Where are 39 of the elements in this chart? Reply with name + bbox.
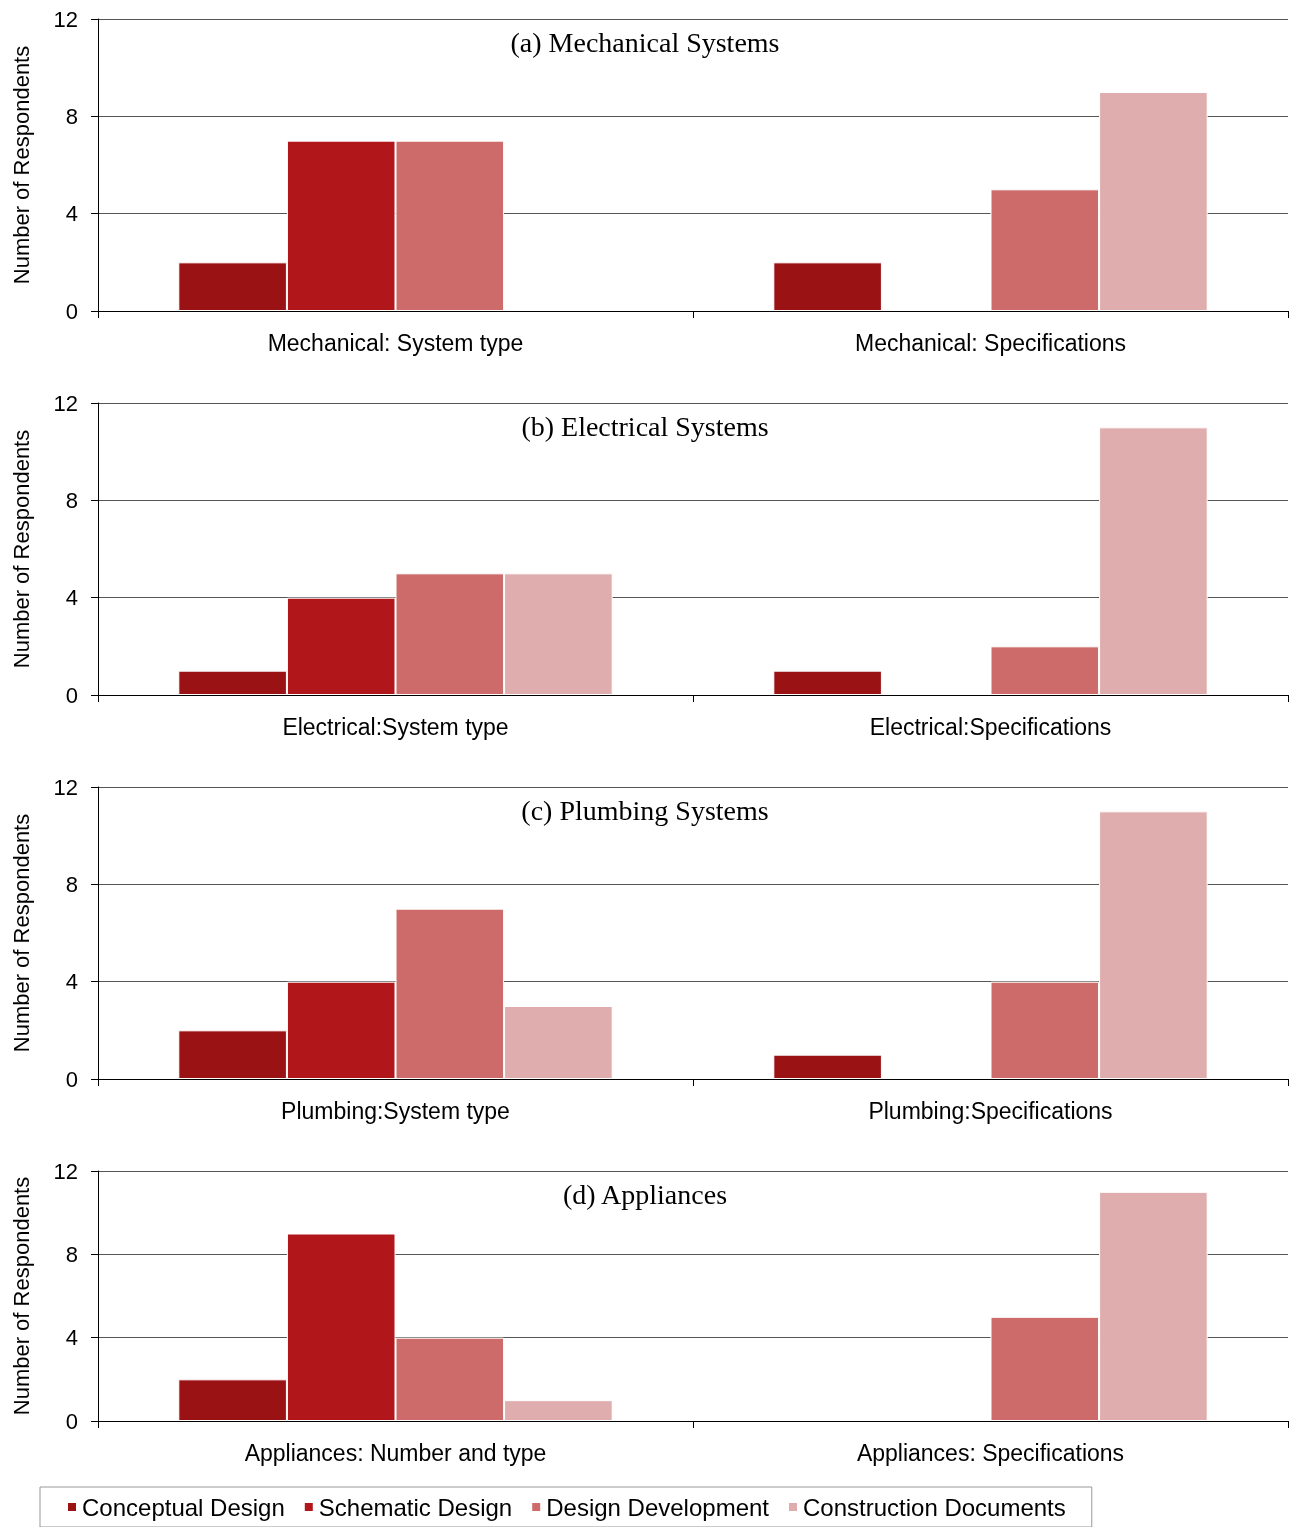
y-tick-label: 12 xyxy=(53,390,78,416)
y-tick-label: 0 xyxy=(65,682,78,708)
chart-title: (d) Appliances xyxy=(562,1178,728,1210)
y-tick-label: 8 xyxy=(65,487,78,513)
x-tick-label: Plumbing:Specifications xyxy=(868,1097,1113,1124)
chart-title: (c) Plumbing Systems xyxy=(521,794,769,826)
y-tick-label: 8 xyxy=(65,871,78,897)
y-tick-label: 0 xyxy=(65,1408,78,1434)
x-tick-label: Appliances: Number and type xyxy=(244,1439,547,1466)
legend-label: Schematic Design xyxy=(318,1493,513,1521)
y-tick-label: 0 xyxy=(65,1066,78,1092)
legend-label: Design Development xyxy=(546,1493,770,1521)
y-tick-label: 4 xyxy=(65,1325,78,1351)
bar xyxy=(773,1054,882,1079)
x-tick-label: Mechanical: System type xyxy=(267,329,524,356)
y-axis-title: Number of Respondents xyxy=(8,813,34,1053)
y-tick-label: 8 xyxy=(65,1241,78,1267)
legend-label: Construction Documents xyxy=(803,1493,1066,1521)
chart-title: (b) Electrical Systems xyxy=(521,410,769,442)
bar xyxy=(773,262,882,311)
y-tick-label: 12 xyxy=(53,1158,78,1184)
y-axis-title: Number of Respondents xyxy=(8,429,34,669)
y-tick-label: 12 xyxy=(53,774,78,800)
x-tick-label: Plumbing:System type xyxy=(281,1097,510,1124)
chart-title: (a) Mechanical Systems xyxy=(510,26,780,58)
y-tick-label: 12 xyxy=(53,6,78,32)
y-tick-label: 4 xyxy=(65,969,78,995)
x-tick-label: Mechanical: Specifications xyxy=(854,329,1127,356)
legend-label: Conceptual Design xyxy=(82,1493,285,1521)
y-axis-title: Number of Respondents xyxy=(8,45,34,285)
y-tick-label: 0 xyxy=(65,298,78,324)
y-axis-title: Number of Respondents xyxy=(8,1176,34,1416)
y-tick-label: 4 xyxy=(65,201,78,227)
x-tick-label: Electrical:Specifications xyxy=(869,713,1112,740)
x-tick-label: Electrical:System type xyxy=(282,713,509,740)
bar xyxy=(773,670,882,695)
y-tick-label: 4 xyxy=(65,585,78,611)
x-tick-label: Appliances: Specifications xyxy=(856,1439,1125,1466)
y-tick-label: 8 xyxy=(65,103,78,129)
